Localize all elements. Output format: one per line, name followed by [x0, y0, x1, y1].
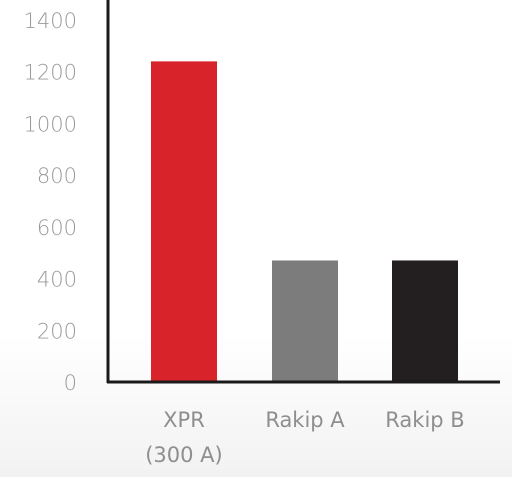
y-axis-ticks: 0 200 400 600 800 1000 1200 1400 [24, 9, 77, 395]
x-category-label: (300 A) [145, 443, 223, 467]
bar [151, 61, 217, 382]
y-tick-label: 1200 [24, 61, 77, 85]
y-tick-label: 400 [37, 268, 77, 292]
x-category-label: XPR [163, 408, 205, 432]
y-tick-label: 800 [37, 164, 77, 188]
y-tick-label: 1000 [24, 112, 77, 136]
y-tick-label: 600 [37, 216, 77, 240]
y-tick-label: 0 [64, 371, 77, 395]
x-category-label: Rakip A [265, 408, 345, 432]
y-tick-label: 200 [37, 319, 77, 343]
x-axis-labels: XPR (300 A) Rakip A Rakip B [145, 408, 464, 467]
bars [151, 61, 458, 382]
bar [392, 260, 458, 382]
y-tick-label: 1400 [24, 9, 77, 33]
x-category-label: Rakip B [385, 408, 464, 432]
bar [272, 260, 338, 382]
